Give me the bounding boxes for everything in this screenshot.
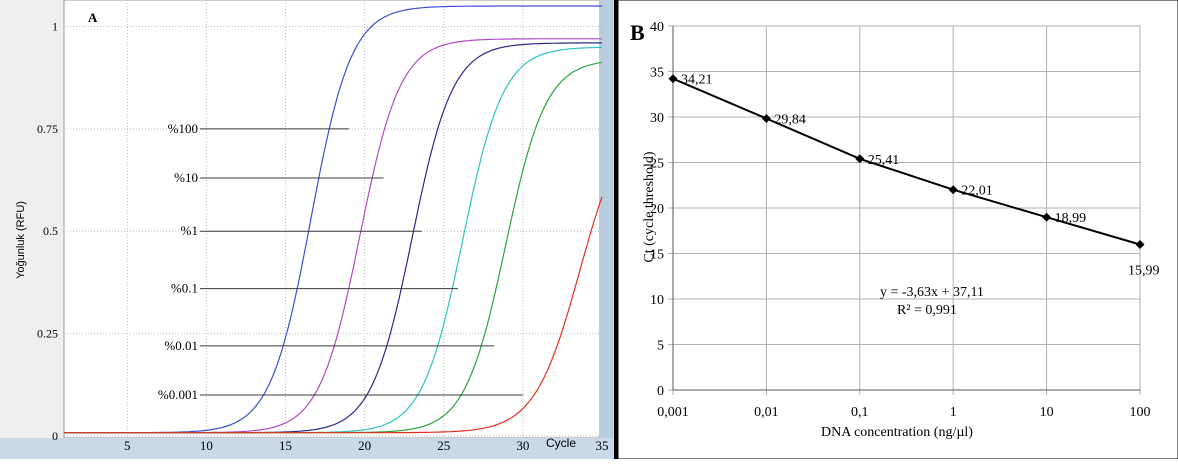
panel-a-grid — [64, 0, 603, 437]
x-tick-label: 100 — [1130, 405, 1151, 420]
data-point — [855, 154, 865, 164]
panel-b-label: B — [630, 20, 645, 45]
data-label: 22,01 — [961, 184, 993, 199]
y-tick-label: 20 — [650, 202, 664, 217]
regression-equation: y = -3,63x + 37,11 — [880, 285, 984, 300]
y-tick-label: 0.5 — [43, 224, 58, 238]
x-tick-label: 1 — [950, 405, 957, 420]
x-tick-label: 0,001 — [657, 405, 689, 420]
y-tick-label: 1 — [52, 19, 58, 33]
panel-b-x-axis-title: DNA concentration (ng/µl) — [821, 425, 973, 440]
panel-a-leader-lines: %100 %10 %1 %0.1 %0.01 %0.001 — [158, 121, 523, 402]
y-tick-label: 0.75 — [37, 122, 58, 136]
y-tick-label: 0 — [657, 384, 664, 399]
panel-a-bottom-strip — [0, 438, 614, 459]
x-tick-label: 15 — [279, 438, 292, 453]
data-point — [1135, 239, 1145, 249]
series-label: %0.01 — [164, 338, 198, 353]
curve-line — [64, 196, 603, 434]
x-tick-label: 10 — [200, 438, 213, 453]
y-tick-label: 40 — [650, 20, 664, 35]
y-tick-label: 10 — [650, 293, 664, 308]
data-point — [761, 113, 771, 123]
x-tick-label: 0,1 — [851, 405, 869, 420]
panel-b-tick-labels: 0 5 10 15 20 25 30 35 40 0,001 0,01 0,1 1 10 100 — [650, 20, 1151, 420]
x-tick-label: 10 — [1040, 405, 1054, 420]
y-tick-label: 25 — [650, 157, 664, 172]
x-tick-label: 5 — [124, 438, 131, 453]
y-tick-label: 15 — [650, 248, 664, 263]
y-tick-label: 0 — [52, 429, 58, 443]
y-tick-label: 0.25 — [37, 327, 58, 341]
data-label: 29,84 — [774, 112, 806, 127]
y-tick-label: 35 — [650, 66, 664, 81]
y-tick-label: 5 — [657, 339, 664, 354]
panel-b-border — [617, 0, 1178, 460]
data-label: 25,41 — [868, 153, 900, 168]
panel-a-label: A — [88, 10, 98, 25]
panel-b-data-labels: 34,21 29,84 25,41 22,01 18,99 15,99 — [681, 73, 1160, 279]
panel-a-side-bar — [0, 0, 64, 459]
series-label: %0.1 — [171, 281, 198, 296]
x-tick-label: 25 — [437, 438, 450, 453]
panel-divider — [614, 0, 618, 459]
data-point — [1042, 212, 1052, 222]
panel-b-line — [668, 74, 1145, 249]
panel-a-right-strip — [599, 0, 614, 459]
x-tick-label: 20 — [358, 438, 371, 453]
r-squared: R² = 0,991 — [897, 303, 957, 318]
x-tick-label: 0,01 — [754, 405, 779, 420]
y-tick-label: 30 — [650, 111, 664, 126]
series-line — [672, 77, 1141, 246]
panel-a: %100 %10 %1 %0.1 %0.01 %0.001 5 10 15 20 25 30 35 0 0… — [0, 0, 614, 459]
panel-b: B 0 5 10 15 20 25 30 35 40 0,001 0,01 0,1 1 10 100 34,… — [617, 0, 1178, 460]
x-tick-label: 35 — [596, 438, 609, 453]
panel-b-y-axis-title: Ct (cycle threshold) — [642, 151, 657, 263]
panel-a-y-axis-title: Yoğunluk (RFU) — [15, 201, 27, 279]
panel-a-curves — [64, 5, 603, 434]
data-label: 18,99 — [1055, 211, 1087, 226]
data-point — [668, 74, 678, 84]
data-point — [948, 185, 958, 195]
panel-a-tick-labels: 5 10 15 20 25 30 35 0 0.25 0.5 0.75 1 — [37, 19, 609, 453]
series-label: %1 — [181, 223, 198, 238]
data-label: 34,21 — [681, 73, 713, 88]
panel-b-grid — [668, 25, 1141, 395]
panel-a-x-axis-title: Cycle — [546, 436, 576, 450]
data-label: 15,99 — [1128, 263, 1160, 278]
series-label: %0.001 — [158, 387, 198, 402]
series-label: %10 — [174, 170, 198, 185]
x-tick-label: 30 — [516, 438, 529, 453]
series-label: %100 — [168, 121, 198, 136]
panel-a-plot-frame — [63, 0, 603, 439]
